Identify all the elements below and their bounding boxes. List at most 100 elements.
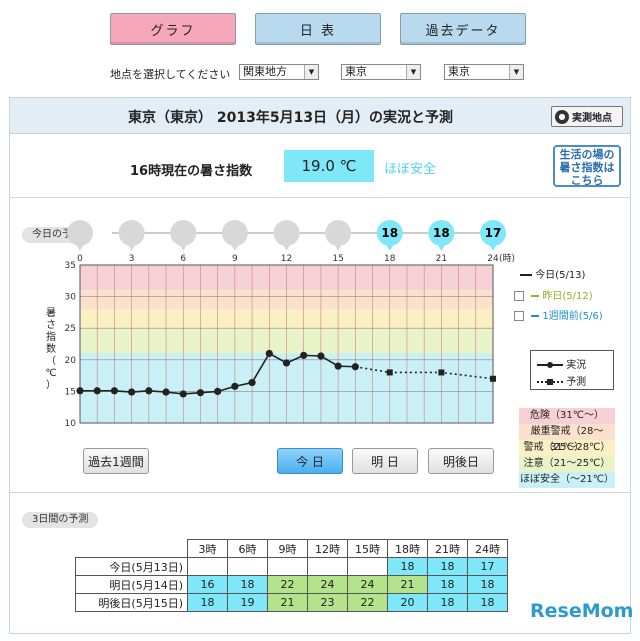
chevron-down-icon: ▼ — [509, 65, 523, 79]
current-index-label: 16時現在の暑さ指数 — [130, 164, 253, 179]
table-row: 明後日(5月15日) 18 19 21 23 22 20 18 18 — [75, 593, 508, 612]
table-cell — [307, 557, 348, 576]
zone-safe: ほぼ安全（〜21℃） — [519, 472, 615, 488]
location-prompt: 地点を選択してください — [110, 68, 231, 81]
life-link-line3: こちら — [570, 174, 604, 187]
divider — [10, 197, 630, 198]
resemom-logo: ReseMom — [530, 600, 634, 622]
table-header: 3時 — [187, 539, 228, 558]
legend-actual: 実況 — [537, 356, 586, 371]
series-legend: 実況 予測 — [530, 350, 614, 390]
table-header: 18時 — [387, 539, 428, 558]
legend-yesterday[interactable]: 昨日(5/12) — [514, 287, 593, 302]
legend-today: 今日(5/13) — [520, 266, 585, 281]
zone-danger: 危険（31℃〜） — [519, 408, 615, 424]
zone-legend: 危険（31℃〜） 厳重警戒（28〜31℃） 警戒（25〜28℃） 注意（21〜2… — [519, 408, 615, 488]
prefecture-select[interactable]: 東京 ▼ — [341, 64, 421, 80]
person-icon: ● — [555, 109, 569, 124]
legend-forecast: 予測 — [537, 373, 586, 388]
table-header: 15時 — [347, 539, 388, 558]
page-title: 東京（東京） 2013年5月13日（月）の実況と予測 — [128, 110, 454, 126]
row-label: 今日(5月13日) — [75, 557, 188, 576]
table-cell: 23 — [307, 593, 348, 612]
legend-week-ago[interactable]: 1週間前(5/6) — [514, 307, 603, 322]
table-header: 21時 — [427, 539, 468, 558]
table-row: 明日(5月14日) 16 18 22 24 24 21 18 18 — [75, 575, 508, 594]
divider — [10, 492, 630, 493]
observation-point-button[interactable]: ● 実測地点 — [551, 106, 623, 127]
y-axis-char: 指 — [46, 332, 56, 343]
table-cell: 18 — [387, 557, 428, 576]
life-index-link[interactable]: 生活の場の 暑さ指数は こちら — [553, 145, 621, 187]
zone-caution: 注意（21〜25℃） — [519, 456, 615, 472]
table-cell: 21 — [267, 593, 308, 612]
past-week-button[interactable]: 過去1週間 — [83, 448, 149, 474]
y-axis-char: （ — [46, 356, 56, 367]
y-axis-char: さ — [46, 320, 56, 331]
region-value: 関東地方 — [243, 65, 287, 78]
legend-forecast-label: 予測 — [566, 377, 587, 388]
station-value: 東京 — [448, 65, 470, 78]
table-cell: 20 — [387, 593, 428, 612]
table-cell: 18 — [467, 575, 508, 594]
y-axis-char: 暑 — [46, 308, 56, 319]
legend-today-label: 今日(5/13) — [535, 270, 586, 281]
today-button[interactable]: 今 日 — [277, 448, 343, 474]
current-index-value: 19.0 ℃ — [284, 150, 374, 182]
week-ago-checkbox[interactable] — [514, 311, 524, 321]
tab-daily-table[interactable]: 日 表 — [255, 13, 381, 45]
table-cell: 18 — [427, 575, 468, 594]
table-cell: 18 — [427, 557, 468, 576]
table-cell: 18 — [227, 575, 268, 594]
table-cell: 21 — [387, 575, 428, 594]
day-after-button[interactable]: 明後日 — [428, 448, 494, 474]
table-corner — [76, 540, 188, 558]
row-label: 明日(5月14日) — [75, 575, 188, 594]
table-cell — [347, 557, 388, 576]
y-axis-char: 数 — [46, 344, 56, 355]
y-axis-label: 暑 さ 指 数 （ ℃ ） — [44, 308, 58, 392]
table-cell: 17 — [467, 557, 508, 576]
title-bar — [10, 98, 630, 134]
chevron-down-icon: ▼ — [304, 65, 318, 79]
region-select[interactable]: 関東地方 ▼ — [239, 64, 319, 80]
table-row: 今日(5月13日) 18 18 17 — [75, 557, 508, 576]
tab-past-data[interactable]: 過去データ — [400, 13, 526, 45]
table-cell: 18 — [427, 593, 468, 612]
table-cell: 19 — [227, 593, 268, 612]
table-cell — [227, 557, 268, 576]
table-cell: 22 — [267, 575, 308, 594]
legend-yesterday-label: 昨日(5/12) — [542, 291, 593, 302]
table-header-row: 3時 6時 9時 12時 15時 18時 21時 24時 — [76, 539, 508, 558]
table-cell: 24 — [347, 575, 388, 594]
chevron-down-icon: ▼ — [406, 65, 420, 79]
three-day-label: 3日間の予測 — [22, 512, 99, 528]
tab-graph[interactable]: グラフ — [110, 13, 236, 45]
legend-week-ago-label: 1週間前(5/6) — [542, 311, 603, 322]
y-axis-char: ） — [46, 380, 56, 391]
table-header: 24時 — [467, 539, 508, 558]
table-header: 12時 — [307, 539, 348, 558]
yesterday-checkbox[interactable] — [514, 291, 524, 301]
zone-severe: 厳重警戒（28〜31℃） — [519, 424, 615, 453]
observation-point-label: 実測地点 — [572, 113, 612, 124]
table-cell: 18 — [467, 593, 508, 612]
tomorrow-button[interactable]: 明 日 — [352, 448, 418, 474]
table-header: 9時 — [267, 539, 308, 558]
zone-warning: 警戒（25〜28℃） — [519, 440, 615, 456]
three-day-table: 3時 6時 9時 12時 15時 18時 21時 24時 今日(5月13日) 1… — [75, 539, 508, 612]
table-cell — [267, 557, 308, 576]
today-forecast-label: 今日の予測 — [22, 227, 92, 243]
main-panel — [9, 97, 631, 634]
prefecture-value: 東京 — [345, 65, 367, 78]
current-status: ほぼ安全 — [384, 162, 437, 177]
table-cell: 22 — [347, 593, 388, 612]
station-select[interactable]: 東京 ▼ — [444, 64, 524, 80]
table-cell: 24 — [307, 575, 348, 594]
life-link-line1: 生活の場の — [559, 148, 615, 161]
table-cell: 16 — [187, 575, 228, 594]
life-link-line2: 暑さ指数は — [559, 161, 615, 174]
table-cell: 18 — [187, 593, 228, 612]
row-label: 明後日(5月15日) — [75, 593, 188, 612]
y-axis-char: ℃ — [45, 368, 57, 379]
